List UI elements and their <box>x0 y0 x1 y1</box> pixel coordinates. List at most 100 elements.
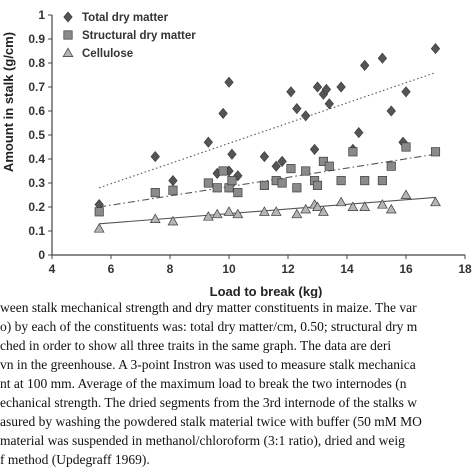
caption-line: nt at 100 mm. Average of the maximum loa… <box>0 376 407 391</box>
y-tick-label: 0.1 <box>28 224 45 238</box>
caption-line: asured by washing the powdered stalk mat… <box>0 414 422 429</box>
data-point-series-1 <box>277 155 287 167</box>
data-point-series-1 <box>336 81 346 93</box>
trend-line-series-2 <box>99 153 436 208</box>
data-point-series-1 <box>312 81 323 93</box>
legend-marker-series-2 <box>63 30 73 40</box>
data-point-series-3 <box>291 208 303 219</box>
data-point-series-1 <box>203 136 214 148</box>
data-point-series-1 <box>224 76 234 88</box>
data-point-series-3 <box>385 203 397 214</box>
data-point-series-3 <box>223 206 235 216</box>
trend-line-series-1 <box>99 72 436 189</box>
data-point-series-3 <box>149 213 161 223</box>
data-point-series-2 <box>277 178 287 188</box>
data-point-series-1 <box>309 143 320 155</box>
x-tick-label: 16 <box>399 262 413 276</box>
data-point-series-1 <box>321 83 332 95</box>
x-tick-label: 6 <box>108 262 115 276</box>
y-tick-label: 0.9 <box>28 32 45 46</box>
data-point-series-1 <box>301 110 311 122</box>
data-point-series-2 <box>312 180 323 190</box>
x-axis-label: Load to break (kg) <box>210 284 323 298</box>
data-point-series-2 <box>348 147 358 157</box>
caption-line: o) by each of the constituents was: tota… <box>0 319 418 334</box>
x-tick-label: 18 <box>458 262 472 276</box>
y-tick-label: 0.8 <box>28 56 45 70</box>
data-point-series-3 <box>270 206 282 216</box>
data-point-series-1 <box>227 148 237 160</box>
caption-line: echanical strength. The dried segments f… <box>0 395 418 410</box>
data-point-series-2 <box>377 176 387 186</box>
caption-line: material was suspended in methanol/chlor… <box>0 433 405 448</box>
data-point-series-1 <box>354 127 364 139</box>
caption-line: vn in the greenhouse. A 3-point Instron … <box>0 357 416 372</box>
data-point-series-1 <box>218 107 228 119</box>
data-point-series-2 <box>401 142 411 152</box>
x-tick-label: 12 <box>281 262 295 276</box>
caption-line: f method (Updegraff 1969). <box>0 452 150 467</box>
y-tick-label: 0.5 <box>28 128 45 142</box>
data-point-series-3 <box>347 201 359 211</box>
data-point-series-2 <box>94 207 104 217</box>
data-point-series-2 <box>324 161 334 171</box>
data-point-series-2 <box>336 176 346 186</box>
data-point-series-3 <box>376 199 388 209</box>
caption-line: ched in order to show all three traits i… <box>0 338 392 353</box>
data-point-series-1 <box>259 151 270 163</box>
data-point-series-3 <box>202 211 214 221</box>
data-point-series-3 <box>359 201 371 211</box>
data-point-series-3 <box>211 208 223 219</box>
caption-line: ween stalk mechanical strength and dry m… <box>0 300 417 315</box>
data-point-series-3 <box>300 203 312 214</box>
data-point-series-2 <box>168 185 178 195</box>
data-point-series-2 <box>227 176 237 186</box>
x-tick-label: 14 <box>340 262 354 276</box>
legend-marker-series-1 <box>63 11 73 23</box>
data-point-series-1 <box>377 52 388 64</box>
x-tick-label: 8 <box>167 262 174 276</box>
y-tick-label: 0.6 <box>28 104 45 118</box>
data-point-series-2 <box>301 166 311 176</box>
data-point-series-1 <box>360 59 370 71</box>
y-tick-label: 1 <box>38 8 45 22</box>
data-point-series-3 <box>312 201 323 211</box>
data-point-series-1 <box>324 98 334 110</box>
data-point-series-3 <box>430 196 441 207</box>
data-point-series-2 <box>150 188 160 198</box>
data-point-series-1 <box>292 103 302 115</box>
data-point-series-3 <box>258 206 270 216</box>
y-tick-label: 0.2 <box>28 200 45 214</box>
data-point-series-1 <box>286 86 296 98</box>
data-point-series-1 <box>271 160 281 172</box>
y-tick-label: 0 <box>38 248 45 262</box>
data-point-series-2 <box>259 180 269 190</box>
data-point-series-2 <box>203 178 213 188</box>
chart: 00.10.20.30.40.50.60.70.80.914 6 8 10 12 14 16… <box>1 8 472 298</box>
data-point-series-3 <box>93 223 105 233</box>
data-point-series-2 <box>212 183 222 193</box>
data-point-series-2 <box>286 164 296 174</box>
data-point-series-3 <box>335 196 347 207</box>
data-point-series-3 <box>167 215 179 226</box>
legend-marker-series-3 <box>62 47 74 57</box>
data-point-series-1 <box>168 175 178 187</box>
legend: Total dry matter Structural dry matter Cel… <box>62 11 196 60</box>
data-point-series-1 <box>386 105 396 117</box>
figure-caption: ween stalk mechanical strength and dry m… <box>0 298 474 474</box>
data-point-series-2 <box>218 166 228 176</box>
data-point-series-2 <box>233 188 243 198</box>
data-point-series-3 <box>400 189 412 199</box>
data-point-series-2 <box>292 183 302 193</box>
data-point-series-1 <box>150 151 160 163</box>
data-point-series-2 <box>360 176 370 186</box>
data-point-series-2 <box>386 161 396 171</box>
y-tick-label: 0.7 <box>28 80 45 94</box>
data-point-series-3 <box>317 206 329 216</box>
legend-label: Cellulose <box>82 48 133 60</box>
x-tick-label: 10 <box>222 262 236 276</box>
trend-line-series-3 <box>99 196 436 225</box>
data-point-series-1 <box>430 43 441 55</box>
x-tick-label: 4 <box>49 262 56 276</box>
y-tick-label: 0.3 <box>28 176 45 190</box>
